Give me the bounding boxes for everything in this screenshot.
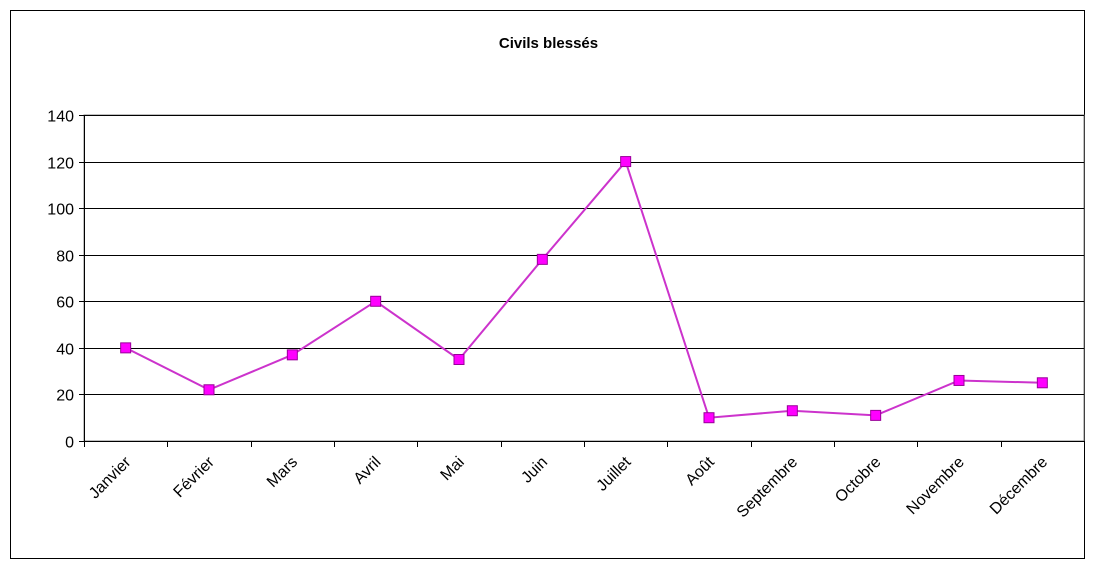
data-point-marker bbox=[704, 413, 714, 423]
y-tick-label: 80 bbox=[56, 249, 74, 266]
y-tick-label: 100 bbox=[47, 202, 74, 219]
data-point-marker bbox=[1037, 378, 1047, 388]
y-tick-label: 60 bbox=[56, 295, 74, 312]
x-tick-label: Avril bbox=[351, 454, 385, 488]
y-tick-label: 140 bbox=[47, 109, 74, 126]
x-tick-label: Novembre bbox=[904, 454, 968, 518]
x-tick-label: Juin bbox=[518, 454, 551, 487]
x-tick-label: Septembre bbox=[734, 454, 801, 521]
x-tick-label: Octobre bbox=[832, 454, 884, 506]
data-point-marker bbox=[787, 406, 797, 416]
x-tick-label: Août bbox=[683, 453, 719, 489]
data-point-marker bbox=[871, 410, 881, 420]
x-tick-label: Mars bbox=[264, 454, 301, 491]
plot-area bbox=[84, 115, 1084, 441]
x-tick-label: Juillet bbox=[594, 453, 635, 494]
y-tick-label: 0 bbox=[65, 435, 74, 452]
data-point-marker bbox=[287, 350, 297, 360]
x-tick-label: Décembre bbox=[987, 454, 1051, 518]
x-tick-label: Janvier bbox=[86, 453, 135, 502]
y-tick-label: 40 bbox=[56, 342, 74, 359]
series-line bbox=[126, 162, 1043, 418]
data-point-marker bbox=[621, 157, 631, 167]
data-point-marker bbox=[537, 254, 547, 264]
y-tick-label: 120 bbox=[47, 156, 74, 173]
data-point-marker bbox=[454, 355, 464, 365]
data-point-marker bbox=[371, 296, 381, 306]
data-point-marker bbox=[204, 385, 214, 395]
y-tick-label: 20 bbox=[56, 388, 74, 405]
data-point-marker bbox=[954, 375, 964, 385]
x-tick-label: Mai bbox=[438, 454, 468, 484]
data-point-marker bbox=[121, 343, 131, 353]
x-tick-label: Février bbox=[171, 453, 219, 501]
